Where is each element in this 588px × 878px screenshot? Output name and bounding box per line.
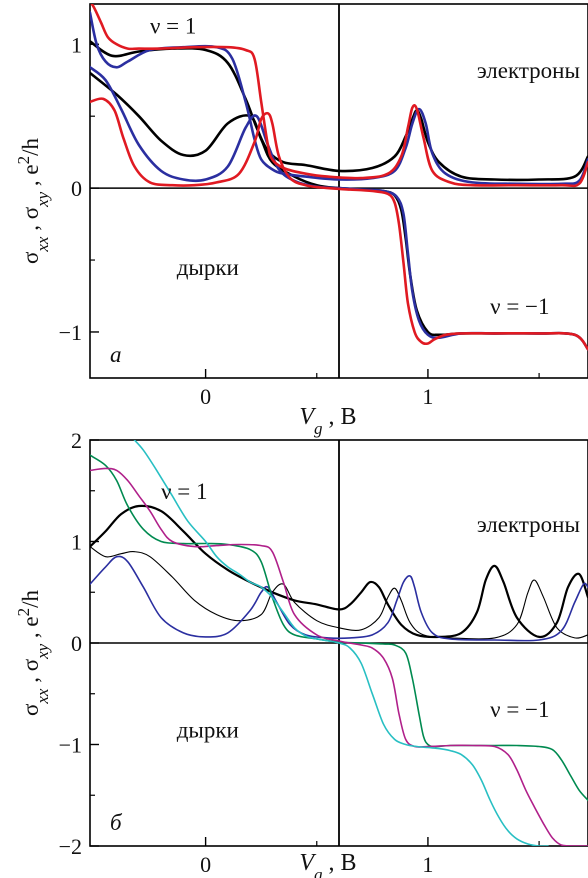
series-line-1 [90,504,588,639]
y-tick-label: 0 [71,176,82,201]
annotation-3: дырки [177,255,239,280]
x-tick-label: 0 [200,384,211,409]
annotation-4: ν = −1 [490,294,549,319]
panel-label: а [110,342,122,367]
x-tick-label: 1 [422,384,433,409]
y-tick-label: −1 [59,320,82,345]
y-tick-label: −1 [59,733,82,758]
y-tick-label: 1 [71,32,82,57]
series-line-2 [90,546,588,640]
series-line-6 [133,440,549,846]
x-tick-label: 0 [200,852,211,877]
annotation-4: ν = −1 [490,697,549,722]
y-tick-label: 0 [71,631,82,656]
y-tick-label: 1 [71,530,82,555]
panel-2: 2 1 0 −1 −2 0 1 ν = 1 электроны дырки ν = −1 б Vg , … [14,428,588,878]
series-line-5 [90,467,588,846]
x-axis-label: Vg , В [299,850,356,878]
annotation-2: электроны [477,58,580,83]
series-line-3 [90,555,588,642]
x-tick-label: 1 [422,852,433,877]
panel-label: б [110,810,123,835]
panel-1: 1 0 −1 0 1 ν = 1 электроны дырки ν = −1 а Vg , В σx… [14,3,588,438]
y-tick-label: −2 [59,834,82,859]
annotation-2: электроны [477,512,580,537]
y-axis-label: σxx , σxy , e2/h [14,137,52,264]
annotation-3: дырки [177,717,239,742]
series-line-5 [90,4,588,188]
x-axis-label: Vg , В [299,404,356,438]
y-tick-label: 2 [71,428,82,453]
series-line-3 [90,11,588,186]
annotation-1: ν = 1 [161,479,207,504]
series-line-1 [90,40,588,182]
series-line-6 [90,97,588,351]
annotation-1: ν = 1 [150,14,196,39]
y-axis-label: σxx , σxy , e2/h [14,589,52,716]
